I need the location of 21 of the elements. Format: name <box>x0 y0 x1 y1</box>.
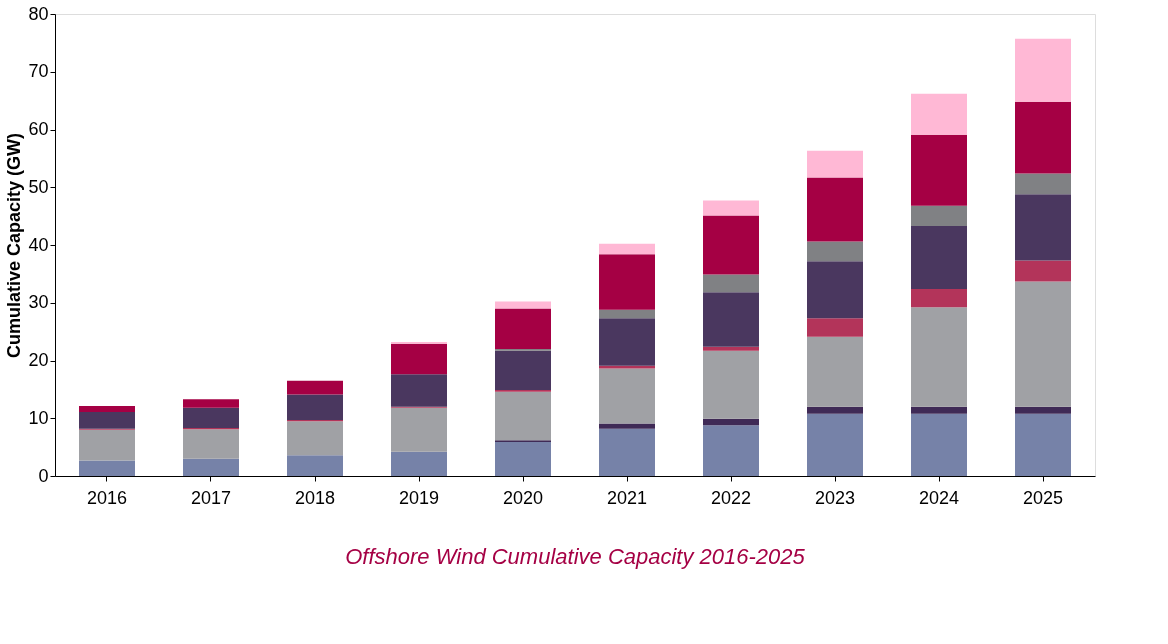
text: Offshore Wind Cumulative Capacity 2016-2025 <box>345 544 806 569</box>
x-tick-label: 2022 <box>710 487 752 508</box>
y-tick-label: 70 <box>28 61 49 82</box>
y-tick-label: 10 <box>28 407 49 428</box>
y-tick-label: 40 <box>28 234 49 255</box>
y-tick-label: 60 <box>28 119 49 139</box>
x-tick-label: 2025 <box>1022 487 1064 508</box>
y-tick-label: 30 <box>28 292 49 313</box>
x-tick-label: 2020 <box>502 487 544 508</box>
y-tick-label: 80 <box>28 3 49 24</box>
x-tick-label: 2021 <box>606 487 648 508</box>
x-tick-label: 2023 <box>814 487 856 508</box>
x-tick-label: 2016 <box>86 487 128 508</box>
x-tick-label: 2017 <box>190 487 232 508</box>
x-tick-label: 2024 <box>918 487 960 508</box>
y-tick-label: 20 <box>28 350 49 370</box>
x-tick-label: 2019 <box>398 487 440 508</box>
x-tick-label: 2018 <box>294 487 336 508</box>
y-tick-label: 50 <box>28 176 49 197</box>
y-axis-title: Cumulative Capacity (GW) <box>4 132 25 359</box>
y-tick-label: 0 <box>38 465 49 486</box>
